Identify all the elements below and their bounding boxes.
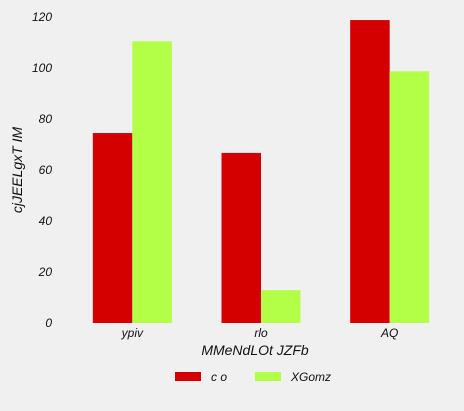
y-axis-title: cjJEELgxT IM [9, 126, 25, 213]
legend-label: XGomz [290, 370, 331, 384]
y-tick-label: 0 [45, 316, 52, 330]
y-tick-label: 80 [39, 112, 53, 126]
legend: c o XGomz [175, 370, 331, 384]
x-tick-label: AQ [380, 326, 398, 340]
y-tick-label: 100 [32, 61, 52, 75]
x-tick-label: rlo [254, 326, 268, 340]
legend-label: c o [211, 370, 227, 384]
y-tick-label: 40 [39, 214, 53, 228]
y-tick-label: 20 [38, 265, 53, 279]
bar [92, 133, 133, 323]
y-tick-label: 120 [32, 10, 52, 24]
bars [92, 20, 430, 324]
y-axis-ticks: 0 20 40 60 80 100 120 [32, 10, 52, 330]
x-axis-title: MMeNdLOt JZFb [201, 342, 309, 358]
bar [350, 20, 390, 324]
legend-swatch [255, 372, 281, 381]
bar [261, 290, 301, 323]
bar [132, 41, 172, 323]
legend-swatch [175, 372, 201, 381]
y-tick-label: 60 [39, 163, 53, 177]
bar [221, 152, 261, 323]
x-tick-label: ypiv [121, 326, 144, 340]
x-axis-ticks: ypiv rlo AQ [121, 326, 399, 340]
bar [389, 71, 430, 323]
